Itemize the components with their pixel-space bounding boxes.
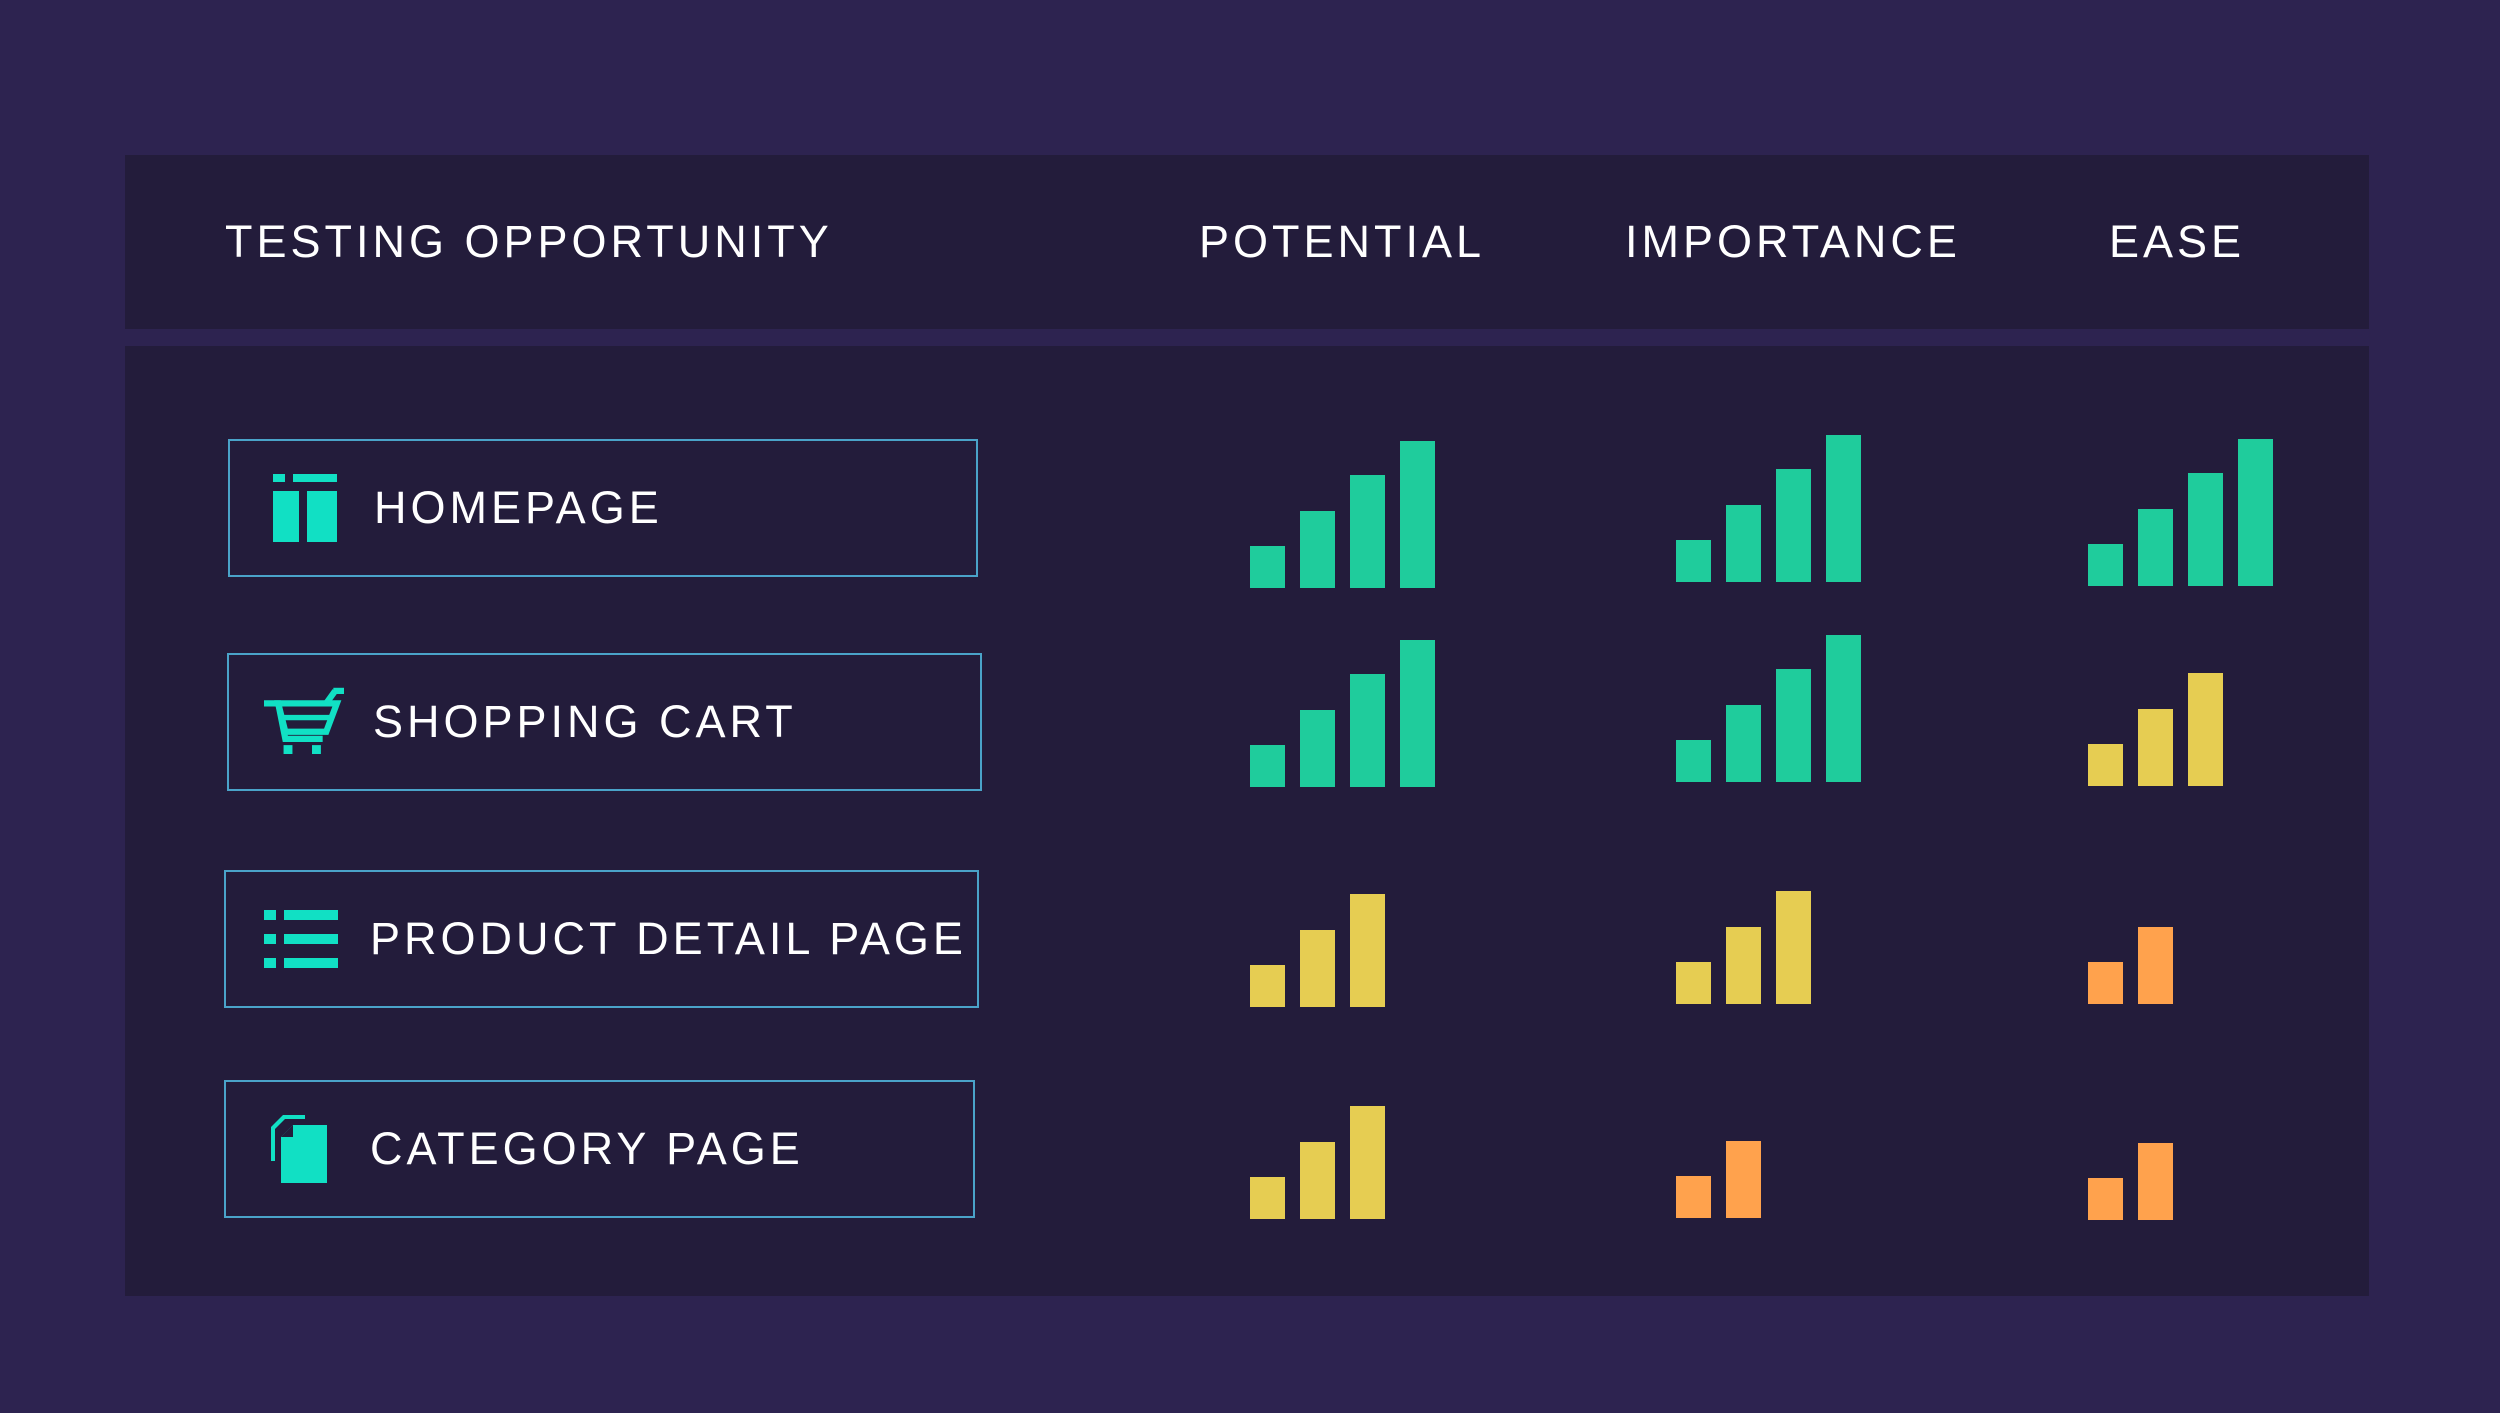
score-bar (1250, 546, 1285, 588)
opportunity-label: CATEGORY PAGE (370, 1123, 804, 1174)
header-potential: POTENTIAL (1199, 216, 1486, 267)
score-bar (1676, 962, 1711, 1004)
layout-icon (265, 441, 345, 575)
score-bar (1350, 475, 1385, 588)
score-bar (1250, 1177, 1285, 1219)
score-bar (2138, 709, 2173, 786)
opportunity-label: HOMEPAGE (374, 482, 663, 533)
opportunity-label: PRODUCT DETAIL PAGE (370, 913, 967, 964)
opportunity-category-page[interactable]: CATEGORY PAGE (224, 1080, 975, 1218)
importance-bars-category-page (1676, 1071, 1866, 1218)
score-bar (2088, 544, 2123, 586)
opportunity-homepage[interactable]: HOMEPAGE (228, 439, 978, 577)
score-bar (2088, 962, 2123, 1004)
opportunity-product-detail-page[interactable]: PRODUCT DETAIL PAGE (224, 870, 979, 1008)
score-bar (1726, 1141, 1761, 1218)
score-bar (1776, 891, 1811, 1004)
score-bar (1776, 669, 1811, 782)
score-bar (1400, 441, 1435, 588)
potential-bars-category-page (1250, 1072, 1440, 1219)
ease-bars-product-detail-page (2088, 857, 2278, 1004)
score-bar (2138, 1143, 2173, 1220)
score-bar (1350, 674, 1385, 787)
score-bar (2188, 673, 2223, 786)
potential-bars-shopping-cart (1250, 640, 1440, 787)
ease-bars-shopping-cart (2088, 639, 2278, 786)
table-body (125, 346, 2369, 1296)
list-icon (261, 872, 341, 1006)
score-bar (2238, 439, 2273, 586)
score-bar (1676, 1176, 1711, 1218)
score-bar (1726, 705, 1761, 782)
header-ease: EASE (2109, 216, 2246, 267)
score-bar (1676, 540, 1711, 582)
score-bar (1400, 640, 1435, 787)
potential-bars-homepage (1250, 441, 1440, 588)
potential-bars-product-detail-page (1250, 860, 1440, 1007)
opportunity-shopping-cart[interactable]: SHOPPING CART (227, 653, 982, 791)
score-bar (1826, 435, 1861, 582)
score-bar (1726, 505, 1761, 582)
score-bar (2138, 509, 2173, 586)
score-bar (2088, 1178, 2123, 1220)
score-bar (1300, 1142, 1335, 1219)
cart-icon (264, 655, 344, 789)
header-importance: IMPORTANCE (1625, 216, 1961, 267)
header-testing-opportunity: TESTING OPPORTUNITY (225, 216, 833, 267)
score-bar (1676, 740, 1711, 782)
score-bar (1826, 635, 1861, 782)
score-bar (1300, 710, 1335, 787)
score-bar (1776, 469, 1811, 582)
opportunity-label: SHOPPING CART (373, 696, 797, 747)
score-bar (2138, 927, 2173, 1004)
importance-bars-product-detail-page (1676, 857, 1866, 1004)
score-bar (2088, 744, 2123, 786)
score-bar (1250, 965, 1285, 1007)
ease-bars-homepage (2088, 439, 2278, 586)
score-bar (1350, 894, 1385, 1007)
table-header: TESTING OPPORTUNITY POTENTIAL IMPORTANCE… (125, 155, 2369, 329)
score-bar (1300, 930, 1335, 1007)
score-bar (1726, 927, 1761, 1004)
ease-bars-category-page (2088, 1073, 2278, 1220)
document-icon (261, 1082, 341, 1216)
score-bar (1300, 511, 1335, 588)
score-bar (2188, 473, 2223, 586)
importance-bars-homepage (1676, 435, 1866, 582)
importance-bars-shopping-cart (1676, 635, 1866, 782)
score-bar (1350, 1106, 1385, 1219)
score-bar (1250, 745, 1285, 787)
